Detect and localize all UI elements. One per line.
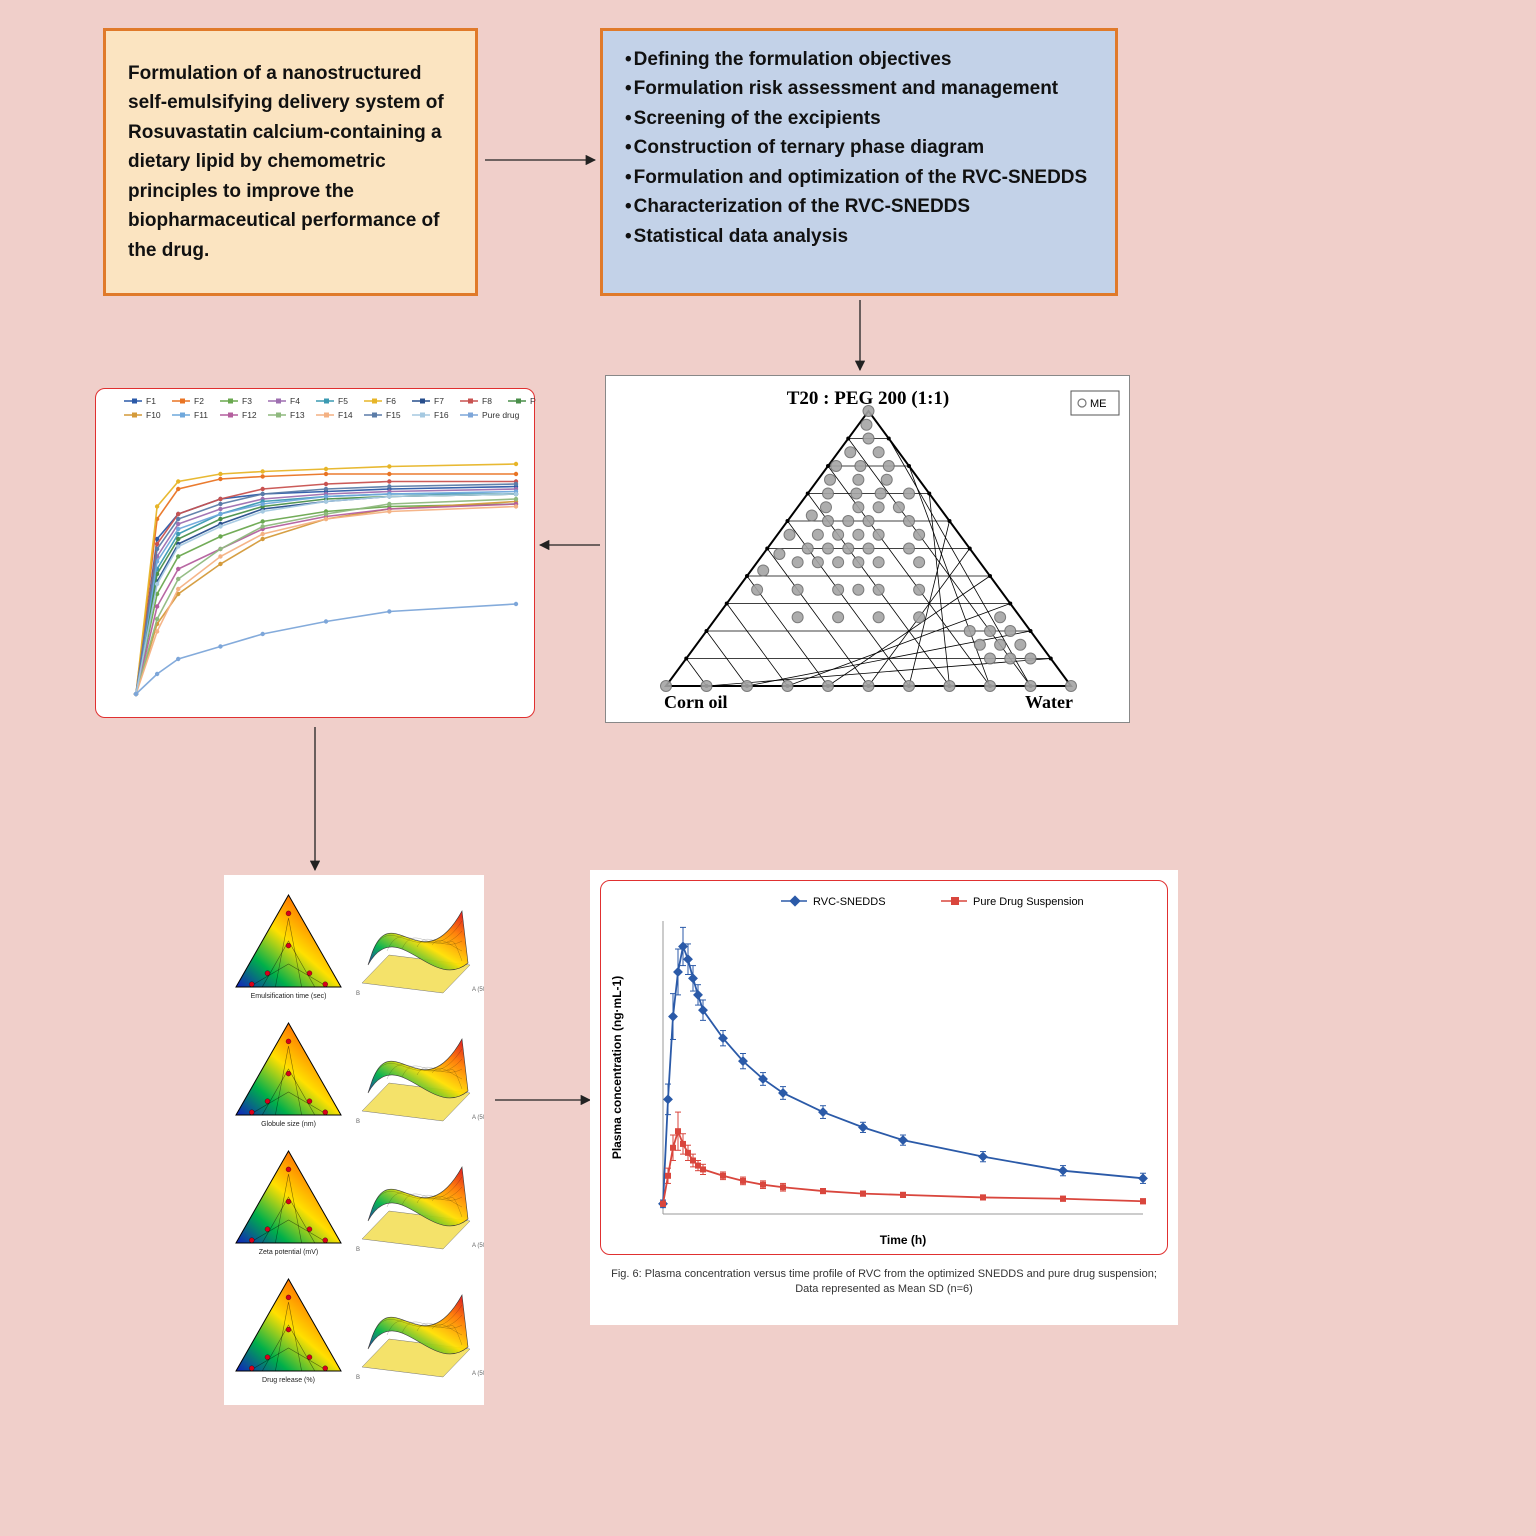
objective-text: Formulation of a nanostructured self-emu… <box>128 63 444 261</box>
svg-text:B: B <box>356 1375 360 1381</box>
svg-text:A (500): A (500) <box>472 987 484 993</box>
svg-text:F6: F6 <box>386 396 396 406</box>
svg-text:B: B <box>356 1247 360 1253</box>
svg-text:Drug release (%): Drug release (%) <box>262 1377 315 1384</box>
release-panel: F1 F2 F3 F4 F5 F6 F7 F8 F9 F10 F11 F12 F13 F14 F15 F16 P… <box>95 388 535 718</box>
svg-text:F4: F4 <box>290 396 300 406</box>
svg-text:B: B <box>356 991 360 997</box>
svg-text:Pure drug: Pure drug <box>482 410 520 420</box>
steps-box: Defining the formulation objectivesFormu… <box>600 28 1118 296</box>
svg-text:A (500): A (500) <box>472 1243 484 1249</box>
svg-text:F15: F15 <box>386 410 401 420</box>
svg-text:F9: F9 <box>530 396 536 406</box>
svg-text:Fig. 6: Plasma concentration v: Fig. 6: Plasma concentration versus time… <box>611 1268 1157 1280</box>
svg-text:A (500): A (500) <box>472 1115 484 1121</box>
svg-text:F1: F1 <box>146 396 156 406</box>
svg-text:F13: F13 <box>290 410 305 420</box>
svg-text:A (500): A (500) <box>472 1371 484 1377</box>
svg-text:ME: ME <box>1090 398 1107 410</box>
plasma-caption-svg: Fig. 6: Plasma concentration versus time… <box>590 1257 1178 1317</box>
svg-text:Globule size (nm): Globule size (nm) <box>261 1121 316 1128</box>
step-item: Statistical data analysis <box>625 222 1093 251</box>
stage: Formulation of a nanostructured self-emu… <box>0 0 1536 1536</box>
svg-text:F11: F11 <box>194 410 208 420</box>
svg-text:F8: F8 <box>482 396 492 406</box>
step-item: Characterization of the RVC-SNEDDS <box>625 192 1093 221</box>
svg-text:F2: F2 <box>194 396 204 406</box>
plasma-panel: Plasma concentration (ng·mL-1) Time (h) RV… <box>590 870 1178 1325</box>
svg-text:F3: F3 <box>242 396 252 406</box>
step-item: Formulation risk assessment and manageme… <box>625 74 1093 103</box>
ternary-diagram: T20 : PEG 200 (1:1) ME Corn oil Water <box>606 376 1131 724</box>
step-item: Construction of ternary phase diagram <box>625 133 1093 162</box>
step-item: Defining the formulation objectives <box>625 45 1093 74</box>
svg-text:Corn oil: Corn oil <box>664 692 728 712</box>
svg-text:Pure Drug Suspension: Pure Drug Suspension <box>973 896 1084 908</box>
step-item: Formulation and optimization of the RVC-… <box>625 163 1093 192</box>
svg-text:Data represented as Mean SD (n: Data represented as Mean SD (n=6) <box>795 1283 973 1295</box>
rsm-plots: Emulsification time (sec) A (500) B Globule… <box>224 875 484 1405</box>
svg-text:B: B <box>356 1119 360 1125</box>
svg-text:F12: F12 <box>242 410 257 420</box>
svg-text:F16: F16 <box>434 410 449 420</box>
release-chart: F1 F2 F3 F4 F5 F6 F7 F8 F9 F10 F11 F12 F13 F14 F15 F16 P… <box>96 389 536 719</box>
step-item: Screening of the excipients <box>625 104 1093 133</box>
ternary-panel: T20 : PEG 200 (1:1) ME Corn oil Water <box>605 375 1130 723</box>
plasma-chart: Plasma concentration (ng·mL-1) Time (h) RV… <box>601 881 1167 1254</box>
svg-text:T20 : PEG 200 (1:1): T20 : PEG 200 (1:1) <box>787 388 950 409</box>
svg-text:Plasma concentration (ng·mL-1): Plasma concentration (ng·mL-1) <box>610 976 624 1159</box>
plasma-frame: Plasma concentration (ng·mL-1) Time (h) RV… <box>600 880 1168 1255</box>
svg-text:F14: F14 <box>338 410 353 420</box>
svg-text:Emulsification time (sec): Emulsification time (sec) <box>251 993 327 1000</box>
svg-text:Zeta potential (mV): Zeta potential (mV) <box>259 1249 319 1256</box>
svg-text:RVC-SNEDDS: RVC-SNEDDS <box>813 896 886 908</box>
svg-text:F10: F10 <box>146 410 161 420</box>
svg-text:Water: Water <box>1025 692 1073 712</box>
svg-text:F7: F7 <box>434 396 444 406</box>
rsm-panel: Emulsification time (sec) A (500) B Globule… <box>224 875 484 1405</box>
objective-box: Formulation of a nanostructured self-emu… <box>103 28 478 296</box>
svg-text:Time (h): Time (h) <box>880 1233 926 1247</box>
svg-text:F5: F5 <box>338 396 348 406</box>
